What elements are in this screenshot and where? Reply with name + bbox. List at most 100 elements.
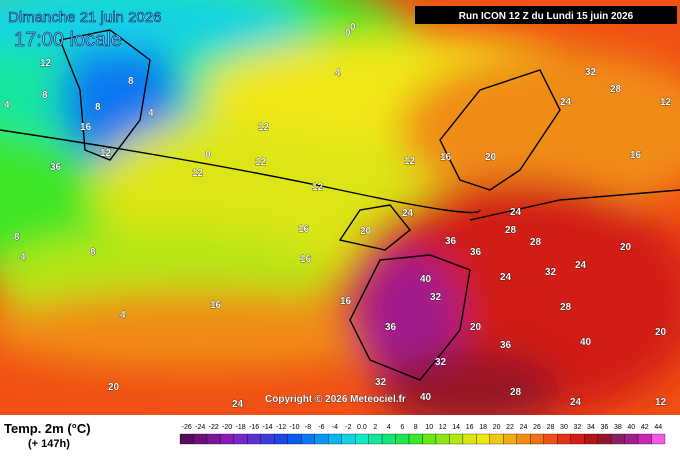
colorbar-tick: 42	[641, 424, 649, 431]
colorbar-swatch	[503, 433, 517, 445]
temperature-label: 32	[585, 67, 597, 78]
colorbar-swatch	[287, 433, 302, 445]
colorbar-tick: 18	[479, 424, 487, 431]
temperature-label: 28	[610, 84, 622, 95]
colorbar-swatch	[408, 433, 423, 445]
temperature-label: 28	[560, 302, 572, 313]
temperature-label: 16	[440, 152, 452, 163]
colorbar-swatch	[435, 433, 450, 445]
colorbar-tick: 6	[400, 424, 404, 431]
colorbar-tick: 36	[600, 424, 608, 431]
colorbar-swatch	[274, 433, 288, 445]
colorbar-swatch	[220, 433, 235, 445]
temperature-label: 36	[50, 162, 62, 173]
colorbar-tick: 20	[493, 424, 501, 431]
colorbar: -26 -24 -22 -20 -18 -16 -14 -12 -10 -8 -6 -4 -2 0.0 2 4…	[179, 424, 666, 445]
colorbar-swatch	[610, 433, 625, 445]
temperature-label: 12	[192, 168, 204, 179]
temperature-label: 36	[445, 236, 457, 247]
colorbar-swatch	[449, 433, 464, 445]
colorbar-tick: -12	[276, 424, 286, 431]
temperature-label: 24	[500, 272, 512, 283]
colorbar-tick: -16	[249, 424, 259, 431]
colorbar-swatch	[314, 433, 329, 445]
colorbar-swatch	[597, 433, 612, 445]
colorbar-tick: -14	[263, 424, 273, 431]
colorbar-tick: 28	[547, 424, 555, 431]
colorbar-swatch	[381, 433, 396, 445]
temperature-label: 36	[470, 247, 482, 258]
temperature-label: 8	[95, 102, 101, 113]
temperature-label: 36	[385, 322, 397, 333]
colorbar-tick: 32	[574, 424, 582, 431]
temperature-label: 16	[210, 300, 222, 311]
temperature-label: 28	[530, 237, 542, 248]
temperature-label: 12	[258, 122, 270, 133]
time: 17:00 locale	[14, 29, 122, 51]
colorbar-swatch	[624, 433, 639, 445]
colorbar-tick: 4	[387, 424, 391, 431]
temperature-label: 20	[360, 226, 372, 237]
colorbar-tick: 16	[466, 424, 474, 431]
colorbar-tick: 14	[452, 424, 460, 431]
temperature-label: 32	[545, 267, 557, 278]
colorbar-tick: 12	[439, 424, 447, 431]
colorbar-tick: 44	[654, 424, 662, 431]
temperature-label: 20	[485, 152, 497, 163]
colorbar-swatch	[516, 433, 531, 445]
temperature-label: 40	[420, 392, 432, 403]
temperature-label: 16	[630, 150, 642, 161]
temperature-label: 0	[205, 150, 211, 161]
temperature-label: 12	[100, 148, 112, 159]
temperature-label: 8	[128, 76, 134, 87]
colorbar-tick: 24	[520, 424, 528, 431]
temperature-label: 32	[375, 377, 387, 388]
legend-title: Temp. 2m (°C)	[4, 421, 91, 436]
temperature-label: 8	[14, 232, 20, 243]
date: Dimanche 21 juin 2026	[8, 9, 161, 26]
colorbar-tick: -10	[289, 424, 299, 431]
colorbar-tick: 30	[560, 424, 568, 431]
temperature-label: 32	[430, 292, 442, 303]
temperature-label: 36	[500, 340, 512, 351]
temperature-label: 40	[580, 337, 592, 348]
temperature-label: 4	[120, 310, 126, 321]
colorbar-tick: 26	[533, 424, 541, 431]
coastlines	[0, 29, 680, 381]
colorbar-swatch	[301, 433, 315, 445]
colorbar-tick: 22	[506, 424, 514, 431]
colorbar-swatch	[193, 433, 208, 445]
temperature-label: 24	[510, 207, 522, 218]
temperature-label: 16	[80, 122, 92, 133]
colorbar-tick: -4	[332, 424, 338, 431]
temperature-label: 24	[575, 260, 587, 271]
colorbar-tick: -6	[318, 424, 324, 431]
colorbar-swatch	[584, 433, 598, 445]
temperature-label: 12	[660, 97, 672, 108]
temperature-label: 20	[470, 322, 482, 333]
colorbar-swatch	[462, 433, 477, 445]
colorbar-tick: 8	[414, 424, 418, 431]
temperature-label: 16	[300, 254, 312, 265]
run-info: Run ICON 12 Z du Lundi 15 juin 2026	[459, 11, 634, 22]
colorbar-tick: -18	[236, 424, 246, 431]
temperature-label: 8	[90, 247, 96, 258]
colorbar-tick: -8	[305, 424, 311, 431]
temperature-label: 12	[40, 58, 52, 69]
colorbar-tick: -22	[209, 424, 219, 431]
temperature-label: 24	[560, 97, 572, 108]
temperature-label: 12	[312, 182, 324, 193]
colorbar-swatch	[651, 433, 666, 445]
colorbar-swatch	[489, 433, 504, 445]
colorbar-swatch	[260, 433, 275, 445]
colorbar-swatch	[206, 433, 221, 445]
colorbar-tick: 10	[425, 424, 433, 431]
colorbar-swatch	[341, 433, 356, 445]
lead-time: (+ 147h)	[28, 438, 70, 450]
temperature-label: 4	[148, 108, 154, 119]
colorbar-tick: 40	[627, 424, 635, 431]
temperature-label: 12	[404, 156, 416, 167]
temperature-label: 40	[420, 274, 432, 285]
colorbar-tick: 2	[373, 424, 377, 431]
